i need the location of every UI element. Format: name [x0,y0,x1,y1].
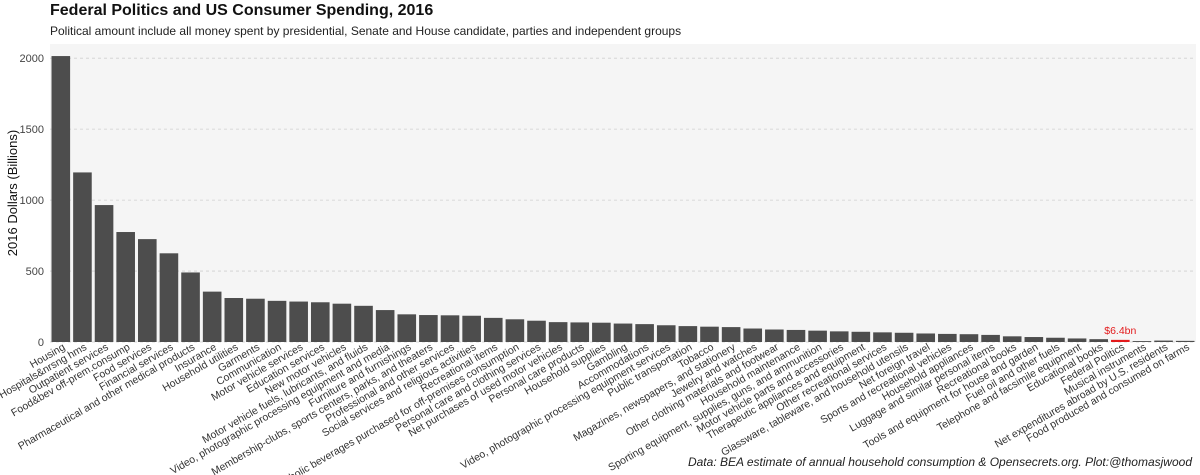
bar [246,298,265,342]
bar [873,332,892,342]
bar [332,303,352,342]
bar [310,302,330,342]
y-tick-label: 500 [26,266,44,278]
y-tick-label: 1000 [20,195,44,207]
bar [375,310,395,342]
bar [462,315,481,342]
bar [1132,341,1152,342]
bar [116,232,135,342]
bar [51,56,71,343]
bar [916,333,936,342]
bar [1111,339,1130,342]
bar [527,320,546,342]
bar [1046,337,1065,342]
y-tick-label: 2000 [20,53,44,65]
bar [1002,336,1022,342]
bar [440,315,460,342]
bar [94,205,114,342]
bar [721,327,741,342]
bar [73,172,92,342]
bar [592,322,611,342]
bar [743,328,763,342]
bar [1024,337,1044,342]
bar [202,291,222,342]
bar [678,326,698,342]
bar [851,331,871,342]
bar [981,334,1000,342]
bar [786,329,806,342]
bar [505,319,525,342]
bar [289,301,308,342]
bar [483,317,503,342]
bar [656,325,676,342]
bar [397,314,417,342]
bar [1154,340,1173,342]
bar [894,332,914,342]
bar [354,305,373,342]
bars [51,56,1195,343]
bar [959,334,979,342]
y-axis-label: 2016 Dollars (Billions) [5,130,20,256]
bar [1175,340,1195,342]
bar [829,331,849,342]
bar [419,315,438,342]
bar [765,329,784,342]
bar [938,333,957,342]
annotation-label: $6.4bn [1104,325,1136,337]
bar [1089,339,1108,342]
bar [224,298,244,342]
bar [613,323,633,342]
bar [1067,338,1087,342]
plot-background [50,44,1196,342]
chart-caption: Data: BEA estimate of annual household c… [687,455,1192,469]
bar [138,239,157,342]
bar [267,300,287,342]
bar [181,272,200,342]
bar [635,324,654,342]
y-tick-label: 1500 [20,124,44,136]
bar [159,253,179,342]
bar [808,330,827,342]
y-tick-label: 0 [38,337,44,349]
chart-title: Federal Politics and US Consumer Spendin… [50,2,434,19]
bar [570,322,590,342]
y-axis: 0 500 1000 1500 2000 [20,53,44,349]
bar [700,326,719,342]
bar [548,322,568,342]
chart-subtitle: Political amount include all money spent… [50,24,682,38]
